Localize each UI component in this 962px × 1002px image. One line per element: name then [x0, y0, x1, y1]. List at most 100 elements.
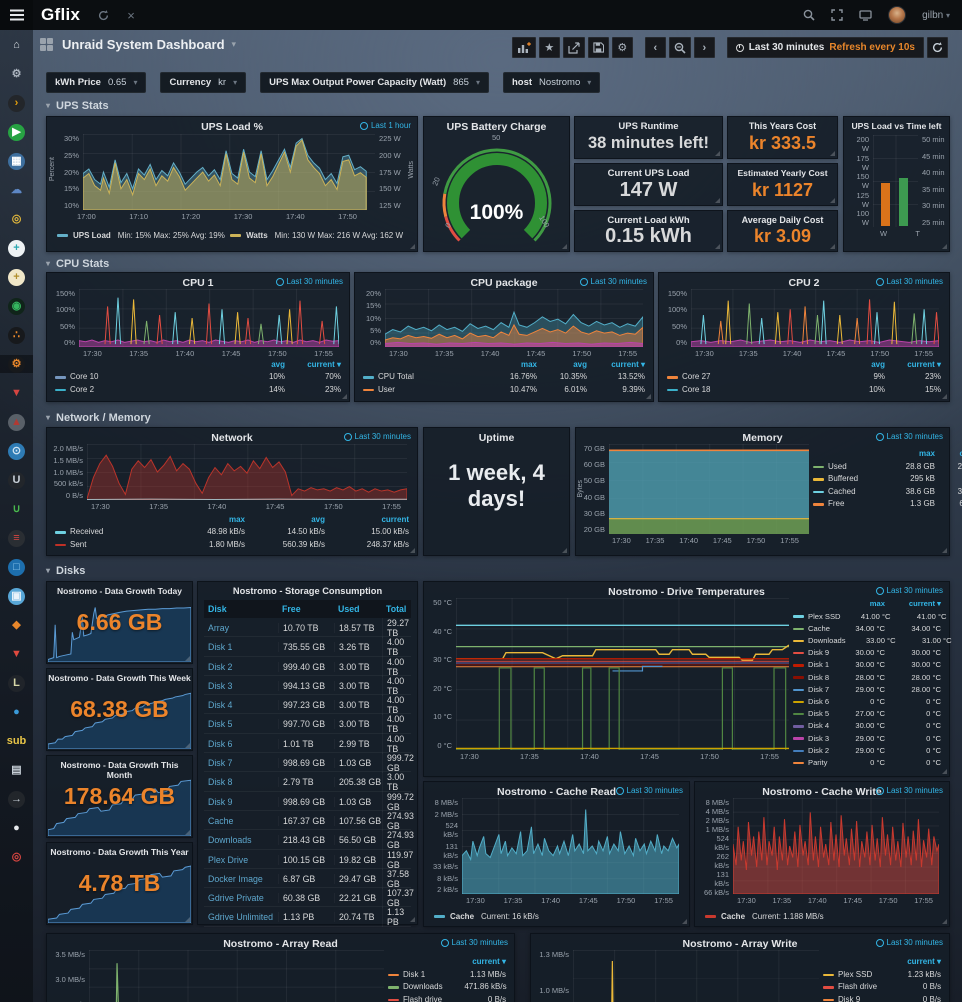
sidebar-item[interactable]: ▣ [0, 587, 33, 605]
ups-bars-chart[interactable] [873, 135, 918, 227]
legend-series[interactable]: Disk 1 [793, 659, 835, 671]
user-avatar[interactable] [888, 6, 907, 24]
sidebar-item[interactable]: U [0, 471, 33, 489]
sidebar-item[interactable]: ▦ [0, 152, 33, 170]
username[interactable]: gilbn ▾ [922, 9, 950, 21]
legend-series[interactable]: Downloads [388, 981, 443, 994]
legend-series[interactable]: Received [55, 526, 169, 539]
sidebar-item[interactable]: ⊙ [0, 442, 33, 460]
row-ups-stats[interactable]: UPS Stats [46, 100, 109, 112]
legend-series[interactable]: Cache Current: 1.188 MB/s [705, 912, 824, 921]
cpu1-chart[interactable] [79, 289, 339, 347]
sidebar-item[interactable]: ⚙ [0, 65, 33, 83]
panel-time-range[interactable]: Last 1 hour [360, 121, 411, 130]
cache-write-chart[interactable] [733, 798, 939, 894]
memory-chart[interactable] [609, 444, 809, 534]
sidebar-item[interactable]: ▶ [0, 123, 33, 141]
legend-series[interactable]: Cache [793, 623, 835, 635]
panel-time-range[interactable]: Last 30 minutes [876, 938, 943, 947]
sidebar-item[interactable]: → [0, 790, 33, 808]
panel-title[interactable]: Network [211, 432, 253, 444]
panel-time-range[interactable]: Last 30 minutes [344, 432, 411, 441]
legend-series[interactable]: Disk 8 [793, 672, 835, 684]
panel-time-range[interactable]: Last 30 minutes [616, 786, 683, 795]
panel-title[interactable]: Memory [742, 432, 783, 444]
array-read-chart[interactable] [89, 950, 384, 1002]
share-button[interactable] [562, 37, 585, 58]
cache-read-chart[interactable] [462, 798, 679, 894]
ups-load-chart[interactable] [83, 134, 375, 210]
cpu-package-chart[interactable] [385, 289, 643, 347]
settings-button[interactable]: ⚙ [611, 37, 633, 58]
sidebar-item[interactable]: ∴ [0, 326, 33, 344]
cast-icon[interactable] [859, 9, 872, 21]
sidebar-item[interactable]: ◉ [0, 297, 33, 315]
legend-series[interactable]: Disk 3 [793, 733, 835, 745]
panel-title[interactable]: UPS Runtime [618, 121, 679, 132]
sidebar-item[interactable]: + [0, 239, 33, 257]
sidebar-item[interactable]: ● [0, 819, 33, 837]
panel-title[interactable]: Nostromo - Data Growth Today [57, 586, 182, 596]
sidebar-item[interactable]: ⌂ [0, 36, 33, 54]
sidebar-item[interactable]: ◎ [0, 210, 33, 228]
panel-title[interactable]: Current UPS Load [607, 168, 690, 179]
legend-series[interactable]: Cached [813, 486, 887, 499]
time-range-picker[interactable]: Last 30 minutes Refresh every 10s [726, 37, 924, 58]
legend-series[interactable]: Disk 4 [793, 720, 835, 732]
panel-title[interactable]: Nostromo - Storage Consumption [232, 586, 383, 596]
panel-title[interactable]: Nostromo - Drive Temperatures [608, 586, 765, 598]
panel-time-range[interactable]: Last 30 minutes [580, 277, 647, 286]
panel-title[interactable]: UPS Battery Charge [446, 121, 547, 133]
panel-title[interactable]: CPU 2 [788, 277, 820, 289]
panel-time-range[interactable]: Last 30 minutes [441, 938, 508, 947]
panel-title[interactable]: Nostromo - Data Growth This Year [50, 847, 189, 857]
panel-title[interactable]: Estimated Yearly Cost [737, 168, 828, 178]
legend-series[interactable]: Downloads [793, 635, 846, 647]
panel-title[interactable]: Nostromo - Array Write [682, 938, 798, 950]
legend-series[interactable]: Free [813, 498, 887, 511]
panel-title[interactable]: CPU package [470, 277, 538, 289]
sidebar-item[interactable]: ◎ [0, 848, 33, 866]
legend-series[interactable]: Core 18 [667, 384, 839, 397]
sidebar-item[interactable]: L [0, 674, 33, 692]
time-forward-button[interactable]: › [693, 37, 715, 58]
panel-title[interactable]: This Years Cost [748, 121, 817, 131]
array-write-chart[interactable] [573, 950, 819, 1002]
legend-series[interactable]: Parity [793, 757, 835, 769]
panel-title[interactable]: Nostromo - Array Read [223, 938, 338, 950]
panel-title[interactable]: Uptime [478, 432, 515, 444]
legend-series[interactable]: Sent [55, 539, 169, 552]
panel-title[interactable]: Nostromo - Data Growth This Month [60, 760, 179, 780]
sidebar-item[interactable]: ▼ [0, 384, 33, 402]
legend-series[interactable]: Disk 2 [793, 745, 835, 757]
legend-series[interactable]: Plex SSD [823, 969, 877, 982]
variable-dropdown[interactable]: UPS Max Output Power Capacity (Watt) 865… [260, 72, 489, 93]
panel-title[interactable]: UPS Load vs Time left [851, 121, 942, 131]
legend-series[interactable]: UPS Load Min: 15% Max: 25% Avg: 19% [57, 231, 225, 240]
panel-time-range[interactable]: Last 30 minutes [876, 432, 943, 441]
cpu2-chart[interactable] [691, 289, 939, 347]
hamburger-menu-icon[interactable] [0, 0, 33, 30]
panel-title[interactable]: Nostromo - Cache Read [496, 786, 617, 798]
panel-time-range[interactable]: Last 30 minutes [276, 277, 343, 286]
legend-series[interactable]: Used [813, 461, 887, 474]
dashboard-title[interactable]: Unraid System Dashboard [62, 37, 225, 52]
legend-series[interactable]: Plex SSD [793, 611, 841, 623]
row-disks[interactable]: Disks [46, 565, 85, 577]
sidebar-item[interactable]: ▲ [0, 413, 33, 431]
tab-refresh-icon[interactable] [98, 9, 109, 21]
panel-title[interactable]: Current Load kWh [607, 215, 690, 226]
legend-series[interactable]: Core 2 [55, 384, 239, 397]
table-header[interactable]: Disk Free Used Total [204, 600, 411, 618]
panel-title[interactable]: Nostromo - Data Growth This Week [48, 673, 191, 683]
row-cpu-stats[interactable]: CPU Stats [46, 258, 109, 270]
legend-series[interactable]: Buffered [813, 473, 887, 486]
variable-dropdown[interactable]: kWh Price 0.65 ▾ [46, 72, 147, 93]
legend-series[interactable]: Disk 1 [388, 969, 442, 982]
panel-title[interactable]: Nostromo - Cache Write [762, 786, 882, 798]
sidebar-item[interactable]: ▤ [0, 761, 33, 779]
legend-series[interactable]: Flash drive [823, 981, 877, 994]
legend-series[interactable]: Disk 6 [793, 696, 835, 708]
panel-title[interactable]: CPU 1 [182, 277, 214, 289]
legend-series[interactable]: Core 10 [55, 371, 239, 384]
